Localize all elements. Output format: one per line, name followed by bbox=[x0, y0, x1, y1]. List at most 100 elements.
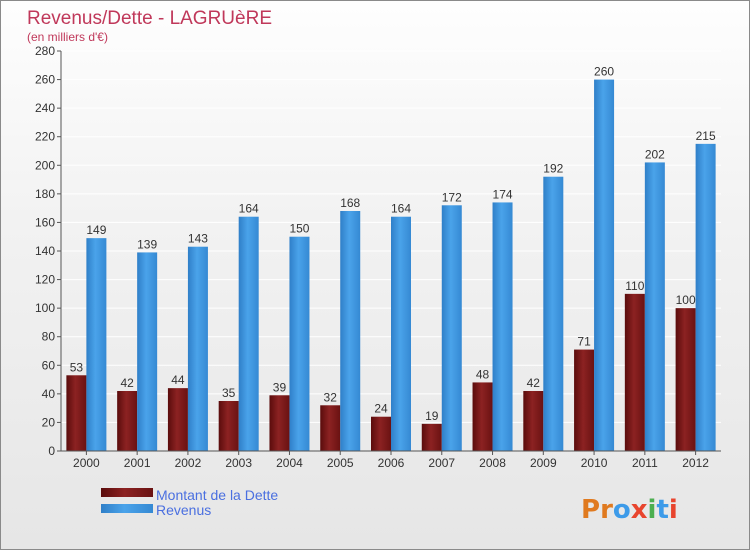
y-tick-label: 60 bbox=[42, 358, 56, 372]
logo-letter: t bbox=[656, 495, 668, 525]
data-label-revenus-2009: 192 bbox=[543, 162, 563, 176]
y-tick-label: 180 bbox=[35, 187, 55, 201]
data-label-revenus-2003: 164 bbox=[239, 202, 259, 216]
x-tick-label-2003: 2003 bbox=[225, 456, 252, 470]
bar-dette-2012 bbox=[675, 308, 696, 451]
bars bbox=[66, 79, 716, 452]
bar-dette-2006 bbox=[371, 416, 391, 451]
logo-letter: P bbox=[581, 495, 600, 525]
data-label-dette-2003: 35 bbox=[222, 386, 236, 400]
data-label-dette-2002: 44 bbox=[171, 373, 185, 387]
bar-dette-2007 bbox=[421, 423, 442, 451]
chart-title: Revenus/Dette - LAGRUèRE bbox=[27, 8, 272, 29]
bar-revenus-2003 bbox=[238, 216, 259, 451]
bar-revenus-2005 bbox=[340, 211, 361, 451]
bar-dette-2000 bbox=[66, 375, 87, 451]
logo-letter: x bbox=[631, 495, 648, 525]
y-tick-label: 280 bbox=[35, 44, 55, 58]
proxiti-logo: Proxiti bbox=[581, 495, 678, 525]
y-tick-label: 0 bbox=[48, 444, 55, 458]
y-tick-label: 220 bbox=[35, 130, 55, 144]
data-label-dette-2011: 110 bbox=[625, 279, 644, 293]
chart-subtitle: (en milliers d'€) bbox=[27, 30, 108, 44]
x-tick-label-2005: 2005 bbox=[327, 456, 354, 470]
x-tick-label-2012: 2012 bbox=[682, 456, 709, 470]
legend-swatch-dette bbox=[101, 488, 153, 497]
data-label-revenus-2011: 202 bbox=[645, 147, 665, 161]
x-axis-ticks: 2000 2001 2002 2003 2004 2005 2006 2007 2008 2009… bbox=[73, 451, 709, 470]
bar-dette-2009 bbox=[523, 391, 544, 451]
bar-dette-2005 bbox=[320, 405, 341, 451]
data-label-revenus-2002: 143 bbox=[188, 232, 208, 246]
x-tick-label-2010: 2010 bbox=[581, 456, 608, 470]
bar-dette-2008 bbox=[472, 382, 493, 451]
data-label-dette-2001: 42 bbox=[120, 376, 134, 390]
bar-dette-2003 bbox=[218, 401, 239, 451]
x-tick-label-2011: 2011 bbox=[632, 456, 658, 470]
logo-letter: i bbox=[648, 495, 657, 525]
y-axis-ticks: 0 20 40 60 80 100 120 140 160 180 200 220 240 260 280 bbox=[35, 44, 61, 458]
y-tick-label: 200 bbox=[35, 158, 55, 172]
bar-revenus-2004 bbox=[289, 236, 310, 451]
data-label-dette-2009: 42 bbox=[527, 376, 541, 390]
x-tick-label-2007: 2007 bbox=[428, 456, 455, 470]
legend-label-revenus: Revenus bbox=[156, 502, 211, 518]
data-label-revenus-2008: 174 bbox=[493, 187, 513, 201]
data-label-dette-2005: 32 bbox=[324, 390, 338, 404]
x-tick-label-2001: 2001 bbox=[124, 456, 151, 470]
data-label-revenus-2004: 150 bbox=[289, 222, 309, 236]
data-labels: 53 149 42 139 44 143 35 164 39 150 32 168 24 164 19 172… bbox=[70, 65, 716, 423]
data-label-revenus-2006: 164 bbox=[391, 202, 411, 216]
bar-dette-2010 bbox=[574, 349, 595, 451]
x-tick-label-2002: 2002 bbox=[175, 456, 202, 470]
x-tick-label-2006: 2006 bbox=[378, 456, 405, 470]
y-tick-label: 260 bbox=[35, 73, 55, 87]
y-tick-label: 40 bbox=[42, 387, 56, 401]
data-label-dette-2007: 19 bbox=[425, 409, 439, 423]
data-label-dette-2008: 48 bbox=[476, 367, 490, 381]
data-label-dette-2012: 100 bbox=[676, 293, 696, 307]
x-tick-label-2008: 2008 bbox=[479, 456, 506, 470]
bar-revenus-2008 bbox=[492, 202, 513, 451]
bar-dette-2011 bbox=[624, 293, 645, 451]
x-tick-label-2009: 2009 bbox=[530, 456, 557, 470]
bar-revenus-2007 bbox=[441, 205, 462, 451]
legend: Montant de la Dette Revenus bbox=[101, 487, 278, 518]
bar-revenus-2002 bbox=[187, 246, 208, 451]
data-label-dette-2010: 71 bbox=[577, 335, 591, 349]
bar-revenus-2012 bbox=[695, 143, 716, 451]
y-tick-label: 140 bbox=[35, 244, 55, 258]
y-tick-label: 100 bbox=[35, 301, 55, 315]
data-label-revenus-2000: 149 bbox=[86, 223, 106, 237]
logo-letter: r bbox=[600, 495, 613, 525]
data-label-revenus-2001: 139 bbox=[137, 237, 157, 251]
bar-revenus-2006 bbox=[391, 216, 411, 451]
data-label-dette-2004: 39 bbox=[273, 380, 287, 394]
y-tick-label: 20 bbox=[42, 415, 56, 429]
logo-letter: o bbox=[613, 495, 631, 525]
y-tick-label: 240 bbox=[35, 101, 55, 115]
bar-revenus-2000 bbox=[86, 238, 107, 451]
bar-revenus-2011 bbox=[644, 162, 665, 451]
bar-dette-2001 bbox=[117, 391, 138, 451]
x-tick-label-2004: 2004 bbox=[276, 456, 303, 470]
data-label-revenus-2005: 168 bbox=[340, 196, 360, 210]
data-label-dette-2006: 24 bbox=[374, 402, 388, 416]
y-tick-label: 160 bbox=[35, 215, 55, 229]
bar-revenus-2010 bbox=[594, 79, 615, 452]
legend-label-dette: Montant de la Dette bbox=[156, 487, 278, 503]
bar-revenus-2001 bbox=[137, 252, 158, 451]
axes bbox=[60, 51, 721, 452]
bar-dette-2004 bbox=[269, 395, 290, 451]
y-tick-label: 80 bbox=[42, 330, 56, 344]
data-label-dette-2000: 53 bbox=[70, 360, 84, 374]
y-tick-label: 120 bbox=[35, 273, 55, 287]
logo-letter: i bbox=[669, 495, 678, 525]
data-label-revenus-2012: 215 bbox=[696, 129, 716, 143]
data-label-revenus-2010: 260 bbox=[594, 65, 614, 79]
bar-dette-2002 bbox=[167, 388, 188, 451]
bar-revenus-2009 bbox=[543, 176, 564, 451]
legend-swatch-revenus bbox=[101, 504, 153, 513]
data-label-revenus-2007: 172 bbox=[442, 190, 462, 204]
